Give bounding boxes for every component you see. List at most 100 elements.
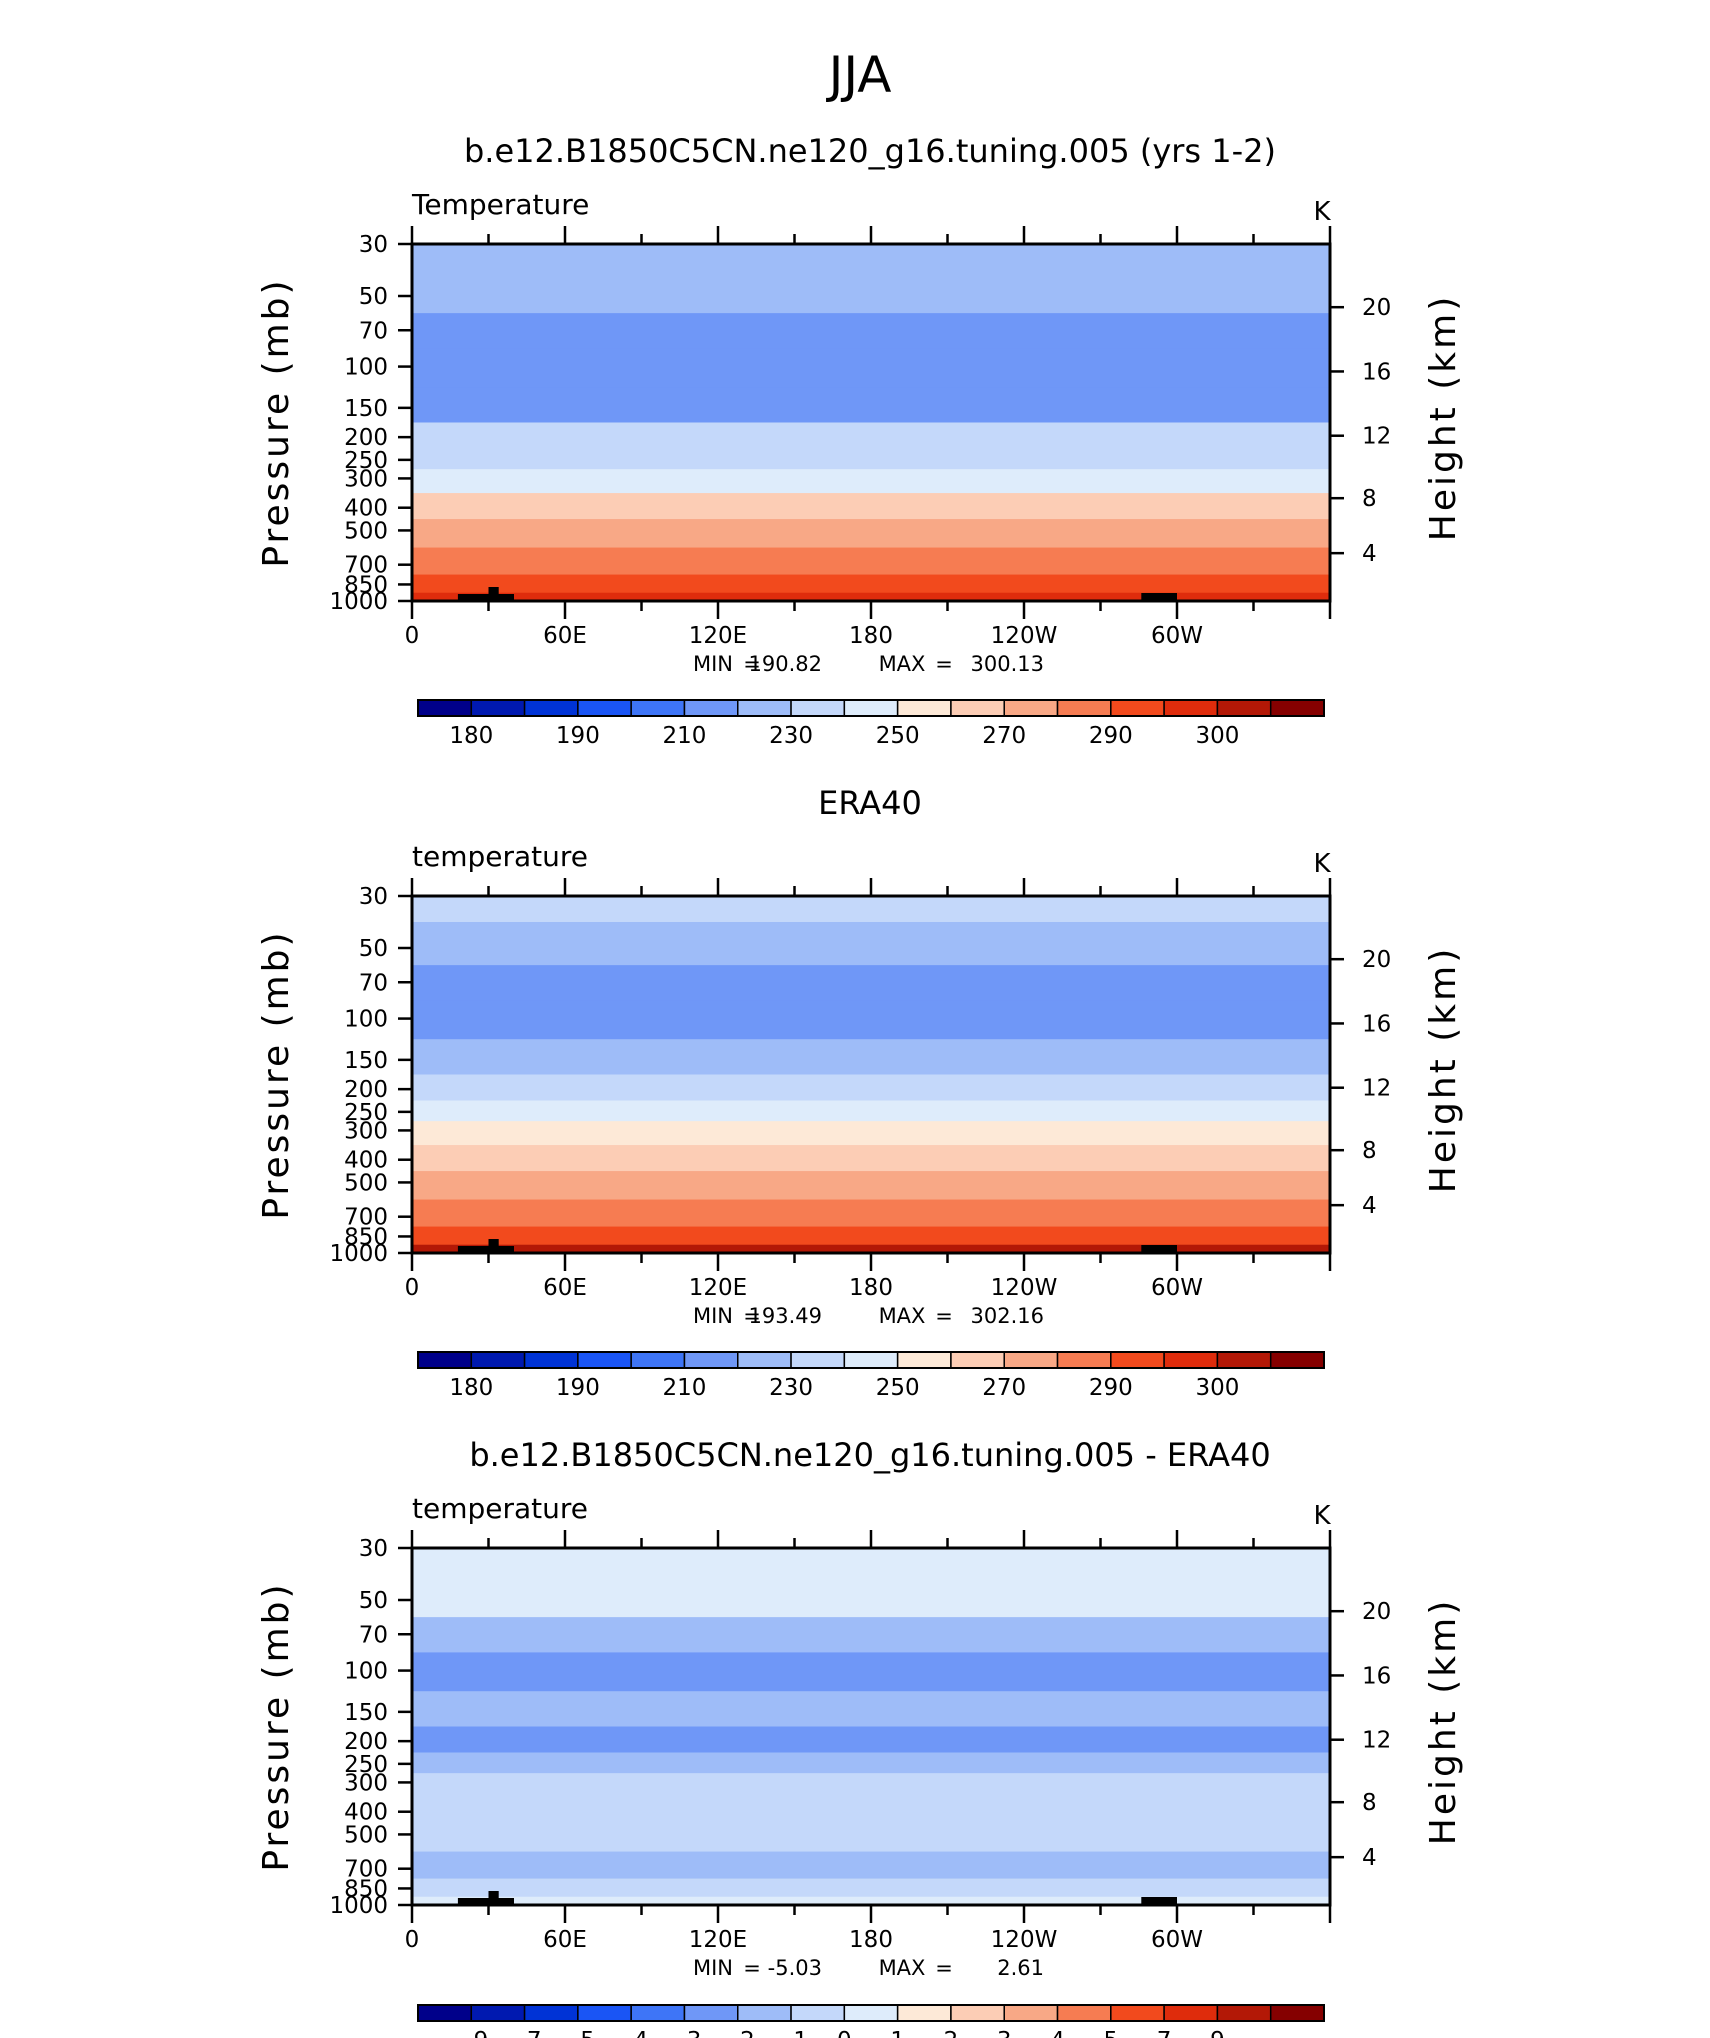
topography-block xyxy=(457,1246,514,1253)
colorbar-segment xyxy=(896,2004,952,2022)
colorbar-label: 2 xyxy=(944,2028,959,2038)
y2-tick-label: 4 xyxy=(1362,1845,1377,1871)
contour-band xyxy=(412,244,1330,272)
y-tick-label: 700 xyxy=(344,1857,388,1883)
y-tick-label: 100 xyxy=(344,1659,388,1685)
topography-block xyxy=(488,587,499,601)
y-tick-label: 100 xyxy=(344,355,388,381)
colorbar-frame xyxy=(417,699,1325,717)
y-tick-label: 400 xyxy=(344,1800,388,1826)
colorbar-segment xyxy=(417,1351,473,1369)
contour-band xyxy=(412,1752,1330,1775)
y-tick-label: 250 xyxy=(344,1100,388,1126)
colorbar-label: 270 xyxy=(982,723,1026,749)
y-tick-label: 300 xyxy=(344,466,388,492)
max-value: 2.61 xyxy=(997,1956,1044,1980)
colorbar-segment xyxy=(1269,2004,1325,2022)
colorbar-segment xyxy=(470,699,526,717)
max-value: 300.13 xyxy=(971,652,1044,676)
contour-band xyxy=(412,1074,1330,1102)
y-tick-label: 1000 xyxy=(329,1893,388,1919)
y-axis-title: Pressure (mb) xyxy=(256,929,297,1219)
panel-title: ERA40 xyxy=(818,784,922,822)
contour-band xyxy=(412,1896,1330,1905)
contour-band xyxy=(412,1121,1330,1147)
colorbar-label: 190 xyxy=(556,1375,600,1401)
colorbar-segment xyxy=(1269,699,1325,717)
y-tick-label: 250 xyxy=(344,448,388,474)
colorbar-segment xyxy=(577,699,632,717)
contour-band xyxy=(412,313,1330,350)
colorbar-segment xyxy=(1216,1351,1272,1369)
colorbar-label: 250 xyxy=(876,1375,920,1401)
variable-label: temperature xyxy=(412,840,588,873)
y-tick-label: 70 xyxy=(359,970,388,996)
x-tick-label: 120W xyxy=(991,1927,1058,1953)
contour-band xyxy=(412,387,1330,424)
colorbar-segment xyxy=(1216,699,1272,717)
colorbar-frame xyxy=(417,2004,1325,2022)
y-tick-label: 50 xyxy=(359,936,388,962)
colorbar-segment xyxy=(896,1351,952,1369)
colorbar-segment xyxy=(630,699,686,717)
colorbar-label: −4 xyxy=(614,2028,648,2038)
colorbar-segment xyxy=(683,2004,739,2022)
y-axis-title: Pressure (mb) xyxy=(256,1581,297,1871)
y-tick-label: 30 xyxy=(359,884,388,910)
colorbar-segment xyxy=(1269,1351,1325,1369)
colorbar-label: 210 xyxy=(663,723,707,749)
colorbar-label: 290 xyxy=(1089,723,1133,749)
y-tick-label: 1000 xyxy=(329,589,388,615)
max-label: MAX xyxy=(879,652,926,676)
colorbar-segment xyxy=(737,1351,792,1369)
colorbar-segment xyxy=(523,1351,579,1369)
y2-axis-title: Height (km) xyxy=(1423,1598,1464,1845)
min-equals: = xyxy=(743,1304,761,1328)
colorbar-segment xyxy=(843,699,899,717)
colorbar-label: 3 xyxy=(997,2028,1012,2038)
colorbar-label: −9 xyxy=(454,2028,488,2038)
y2-tick-label: 8 xyxy=(1362,1138,1377,1164)
contour-band xyxy=(412,1548,1330,1576)
colorbar-segment xyxy=(683,699,739,717)
colorbar-segment xyxy=(523,699,579,717)
y-tick-label: 150 xyxy=(344,1700,388,1726)
colorbar-segment xyxy=(1056,699,1112,717)
x-tick-label: 180 xyxy=(849,1275,893,1301)
contour-field-difference xyxy=(412,1548,1330,1905)
y-tick-label: 500 xyxy=(344,1170,388,1196)
x-tick-label: 120E xyxy=(689,1927,747,1953)
x-tick-label: 60E xyxy=(543,623,587,649)
y-tick-label: 50 xyxy=(359,284,388,310)
colorbar-segment xyxy=(577,2004,632,2022)
y-tick-label: 250 xyxy=(344,1752,388,1778)
y-tick-label: 30 xyxy=(359,232,388,258)
colorbar-segment xyxy=(470,2004,526,2022)
contour-band xyxy=(412,1726,1330,1754)
colorbar-segment xyxy=(790,699,846,717)
y2-tick-label: 20 xyxy=(1362,295,1391,321)
colorbar-label: 5 xyxy=(1104,2028,1119,2038)
y-tick-label: 200 xyxy=(344,1729,388,1755)
y-tick-label: 150 xyxy=(344,396,388,422)
y2-tick-label: 16 xyxy=(1362,1663,1391,1689)
contour-band xyxy=(412,592,1330,601)
contour-band xyxy=(412,1691,1330,1728)
y-tick-label: 500 xyxy=(344,1822,388,1848)
topography-block xyxy=(1141,1245,1177,1253)
colorbar-label: 180 xyxy=(449,1375,493,1401)
colorbar-segment xyxy=(843,2004,899,2022)
contour-band xyxy=(412,1797,1330,1825)
colorbar-label: 300 xyxy=(1195,723,1239,749)
colorbar-segment xyxy=(1056,2004,1112,2022)
panel-difference: 0 60E 120E 180 120W 60W3050701001502002503004… xyxy=(256,1436,1464,2038)
colorbar-label: 0 xyxy=(837,2028,852,2038)
topography-block xyxy=(488,1891,499,1905)
contour-band xyxy=(412,493,1330,521)
contour-band xyxy=(412,270,1330,315)
units-label: K xyxy=(1313,197,1331,227)
colorbar-label: 190 xyxy=(556,723,600,749)
colorbar-frame xyxy=(417,1351,1325,1369)
contour-band xyxy=(412,1100,1330,1123)
y-tick-label: 30 xyxy=(359,1536,388,1562)
